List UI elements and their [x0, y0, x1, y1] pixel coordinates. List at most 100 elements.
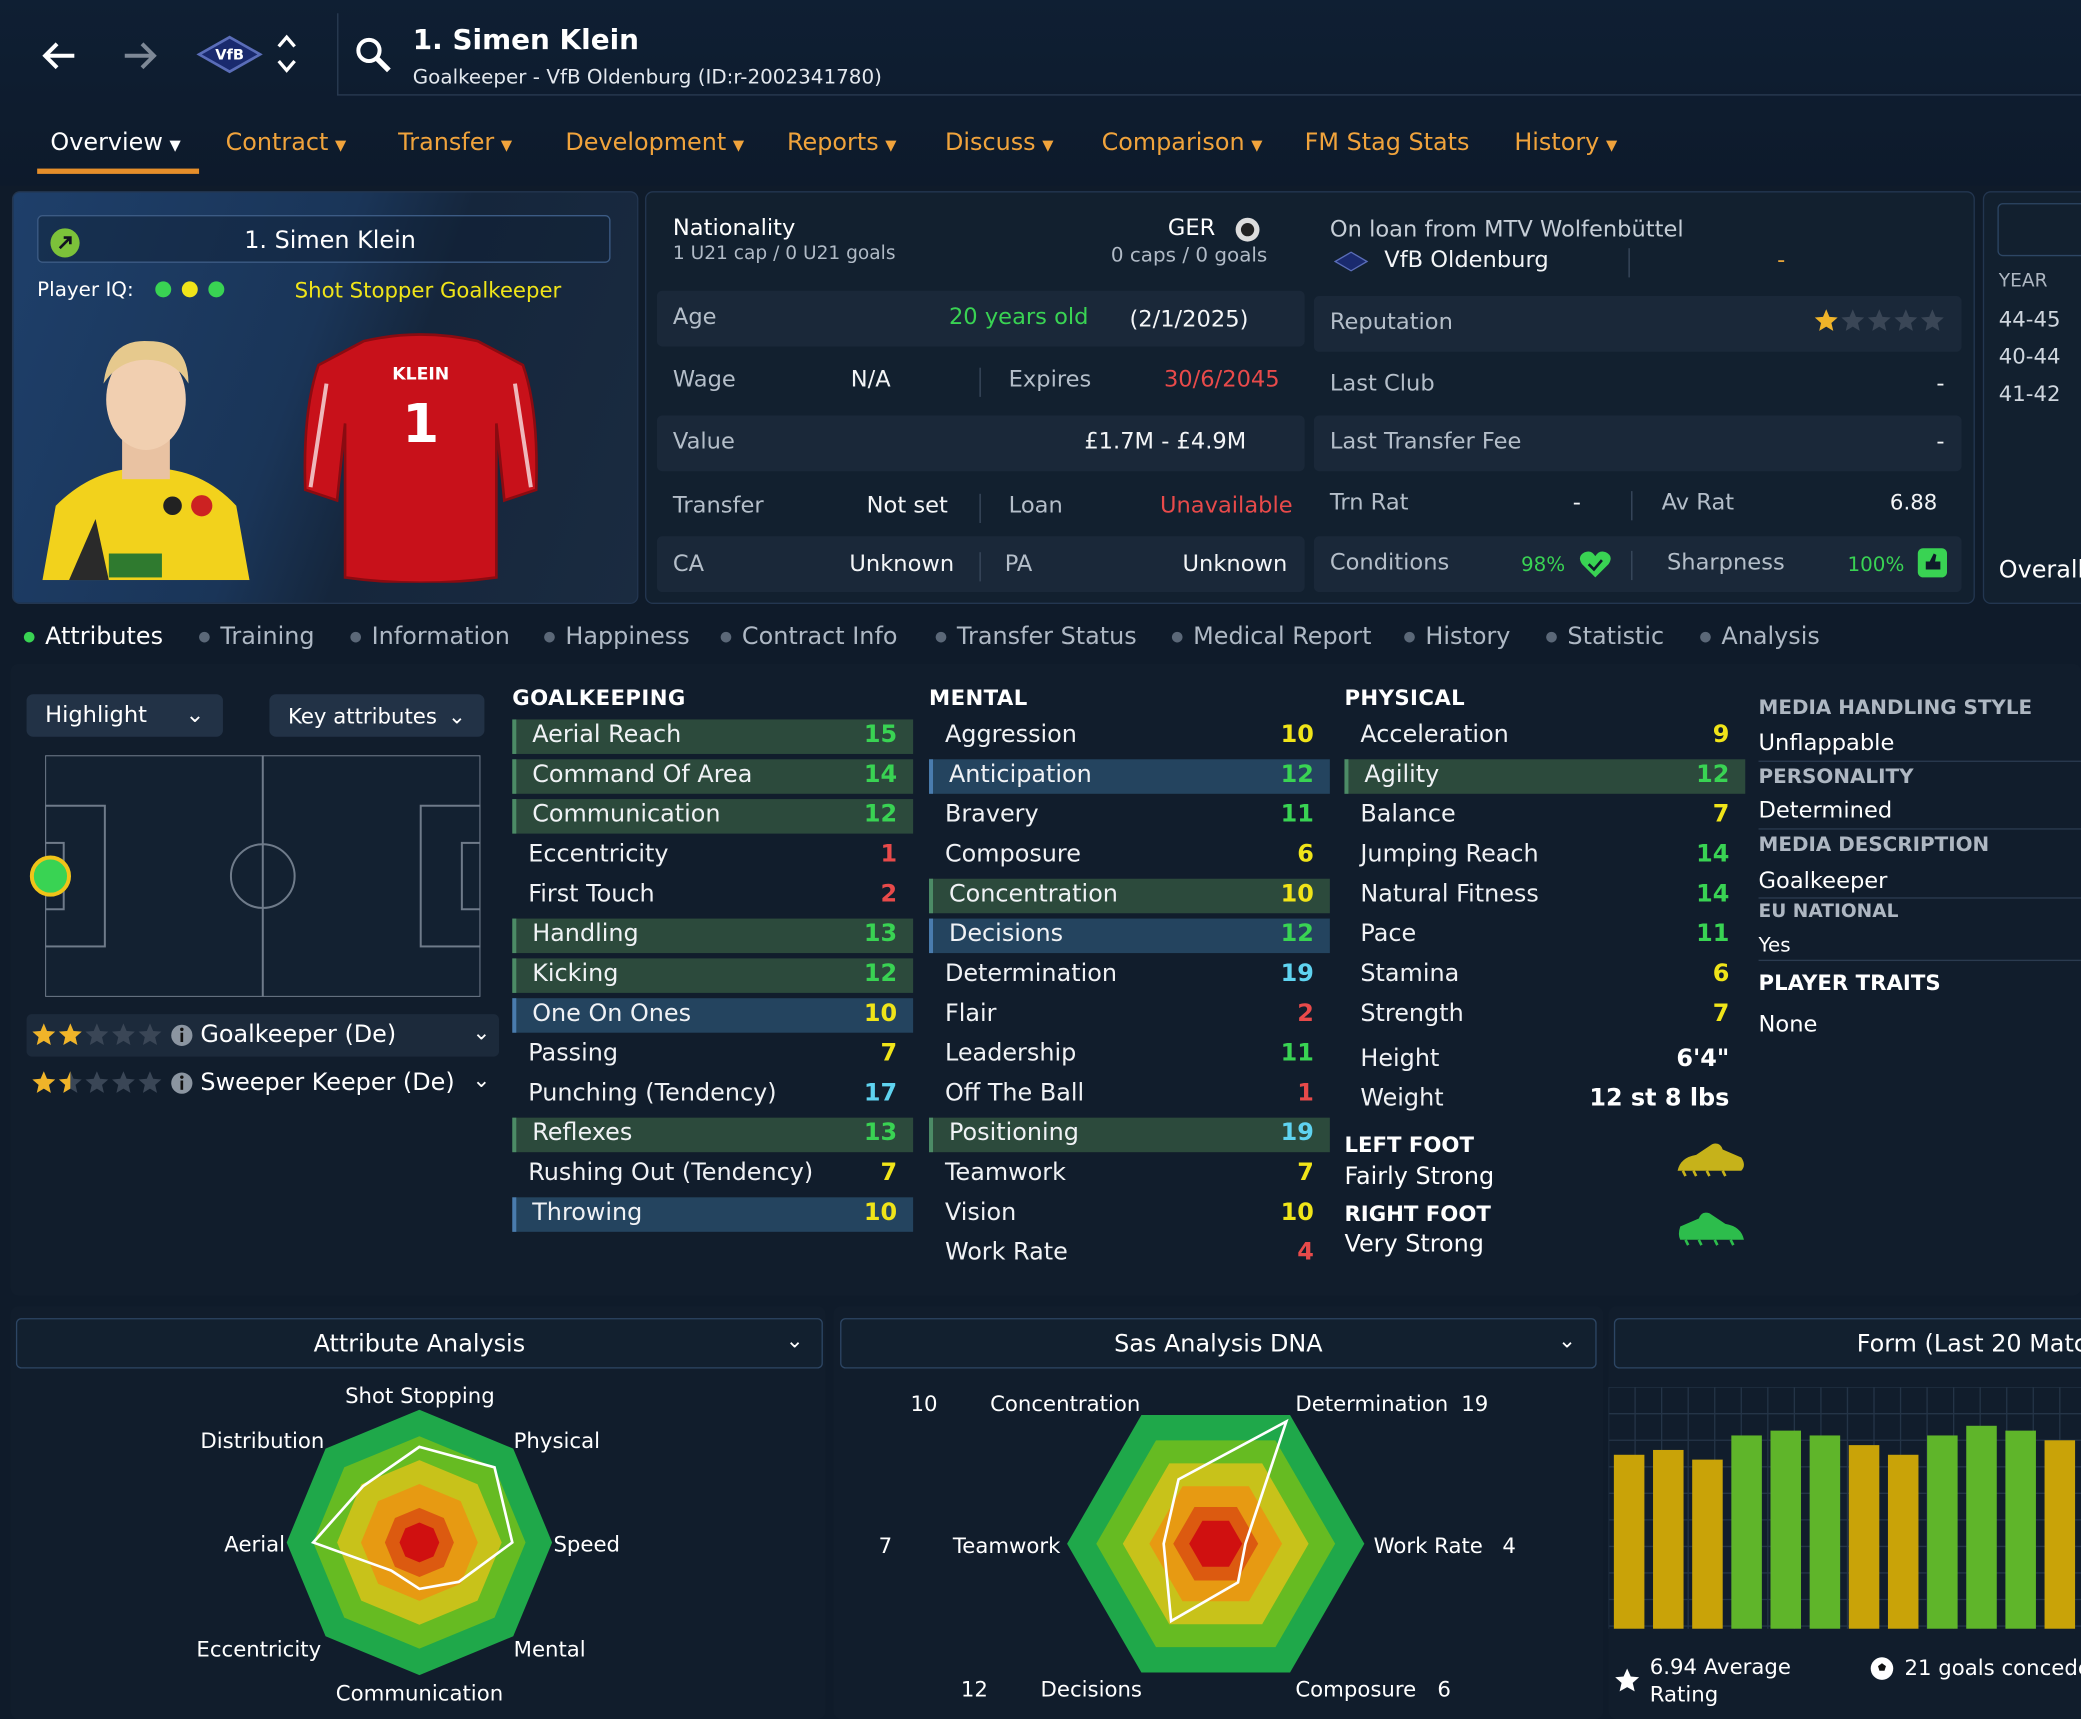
player-iq-dots [154, 279, 231, 304]
club-switch-icon[interactable] [273, 32, 300, 77]
pa-label: PA [1004, 550, 1033, 578]
subtab-history[interactable]: History [1404, 623, 1510, 650]
axis-label: Teamwork [952, 1533, 1061, 1559]
attribute-row[interactable]: Leadership 11 [929, 1038, 1330, 1073]
subtab-contract-info[interactable]: Contract Info [720, 623, 897, 650]
attribute-row[interactable]: Aggression 10 [929, 719, 1330, 754]
attribute-row[interactable]: Agility 12 [1344, 759, 1746, 794]
goalkeeper-position-marker[interactable] [29, 855, 72, 897]
attribute-row[interactable]: Reflexes 13 [512, 1117, 914, 1153]
attribute-name: Jumping Reach [1360, 840, 1539, 869]
chevron-down-icon[interactable]: ⌄ [472, 1019, 491, 1045]
tab-comparison[interactable]: Comparison ▼ [1101, 128, 1263, 157]
transfer-label: Transfer [672, 492, 764, 520]
key-attributes-dropdown[interactable]: Key attributes ⌄ [269, 694, 485, 737]
subtab-analysis[interactable]: Analysis [1700, 623, 1820, 650]
attribute-row[interactable]: Vision 10 [929, 1197, 1330, 1232]
attribute-row[interactable]: Decisions 12 [929, 918, 1330, 954]
attribute-row[interactable]: Natural Fitness 14 [1344, 879, 1745, 914]
attribute-row[interactable]: Punching (Tendency) 17 [512, 1078, 913, 1113]
attribute-row[interactable]: Teamwork 7 [929, 1157, 1330, 1192]
subtab-information[interactable]: Information [350, 623, 510, 650]
attribute-name: Reflexes [532, 1118, 633, 1147]
tab-discuss[interactable]: Discuss ▼ [944, 128, 1054, 157]
subtab-training[interactable]: Training [199, 623, 315, 650]
history-dropdown[interactable] [1997, 203, 2081, 257]
chevron-down-icon[interactable]: ⌄ [472, 1067, 491, 1093]
attribute-row[interactable]: Off The Ball 1 [929, 1078, 1330, 1113]
axis-label: Work Rate [1373, 1533, 1483, 1559]
attribute-row[interactable]: Jumping Reach 14 [1344, 839, 1745, 874]
attribute-row[interactable]: Balance 7 [1344, 799, 1745, 834]
attribute-row[interactable]: Bravery 11 [929, 799, 1330, 834]
attribute-row[interactable]: Kicking 12 [512, 958, 914, 993]
tab-reports[interactable]: Reports ▼ [787, 128, 897, 157]
search-icon[interactable] [353, 35, 393, 80]
tab-history[interactable]: History ▼ [1514, 128, 1618, 157]
subtab-happiness[interactable]: Happiness [544, 623, 690, 650]
forward-arrow-icon[interactable] [114, 29, 167, 82]
subtab-medical-report[interactable]: Medical Report [1171, 623, 1371, 650]
attribute-row[interactable]: Command Of Area 14 [512, 759, 914, 794]
attribute-value: 10 [1280, 720, 1314, 749]
tab-contract[interactable]: Contract ▼ [225, 128, 347, 157]
chevron-down-icon: ⌄ [185, 702, 205, 729]
attribute-value: 6 [1297, 840, 1314, 869]
tab-fm-stag-stats[interactable]: FM Stag Stats [1304, 128, 1470, 157]
attribute-value: 10 [1280, 1198, 1314, 1227]
attribute-row[interactable]: Eccentricity 1 [512, 839, 913, 874]
tab-development[interactable]: Development ▼ [565, 128, 745, 157]
attribute-row[interactable]: Composure 6 [929, 839, 1330, 874]
attribute-row[interactable]: Acceleration 9 [1344, 719, 1745, 754]
attribute-row[interactable]: Aerial Reach 15 [512, 719, 914, 754]
attribute-row[interactable]: Rushing Out (Tendency) 7 [512, 1157, 913, 1192]
attribute-row[interactable]: Positioning 19 [929, 1117, 1330, 1153]
attribute-row[interactable]: Concentration 10 [929, 878, 1330, 914]
u21-caps: 1 U21 cap / 0 U21 goals [672, 242, 896, 265]
chevron-down-icon[interactable]: ⌄ [785, 1327, 804, 1353]
role-name-1: Goalkeeper (De) [200, 1020, 397, 1049]
attribute-row[interactable]: Determination 19 [929, 958, 1330, 993]
tab-transfer[interactable]: Transfer ▼ [398, 128, 513, 157]
attribute-name: Leadership [944, 1039, 1077, 1068]
player-subtitle: Goalkeeper - VfB Oldenburg (ID:r-2002341… [412, 65, 882, 89]
star-empty-icon [1920, 309, 1944, 331]
reputation-stars [1814, 309, 1947, 341]
tab-overview[interactable]: Overview ▼ [50, 128, 181, 157]
subtab-statistic[interactable]: Statistic [1546, 623, 1664, 650]
highlight-dropdown[interactable]: Highlight ⌄ [26, 694, 223, 737]
attribute-value: 2 [1297, 999, 1314, 1028]
sas-dna-dropdown[interactable]: Sas Analysis DNA [840, 1318, 1597, 1369]
year-3: 41-42 [1998, 380, 2061, 407]
attribute-row[interactable]: Anticipation 12 [929, 759, 1330, 794]
attribute-row[interactable]: Work Rate 4 [929, 1237, 1330, 1272]
info-icon[interactable] [170, 1023, 194, 1052]
attribute-row[interactable]: Throwing 10 [512, 1197, 914, 1232]
subtab-attributes[interactable]: Attributes [23, 623, 163, 650]
attribute-row[interactable]: Passing 7 [512, 1038, 913, 1073]
attribute-row[interactable]: Communication 12 [512, 799, 914, 834]
attribute-row[interactable]: Handling 13 [512, 918, 914, 954]
back-arrow-icon[interactable] [32, 29, 85, 82]
info-icon[interactable] [170, 1071, 194, 1100]
sharpness-icon [1917, 548, 1948, 578]
attribute-name: Natural Fitness [1360, 880, 1539, 908]
profile-card: 1. Simen Klein Player IQ: Shot Stopper G… [11, 191, 639, 604]
chevron-down-icon[interactable]: ⌄ [1558, 1327, 1576, 1353]
form-dropdown[interactable]: Form (Last 20 Matc [1613, 1318, 2081, 1369]
attribute-row[interactable]: Pace 11 [1344, 919, 1745, 954]
attribute-name: Handling [532, 919, 639, 948]
trn-rat-label: Trn Rat [1329, 489, 1409, 517]
axis-label: Concentration [990, 1391, 1141, 1417]
subtab-transfer-status[interactable]: Transfer Status [935, 623, 1137, 650]
attribute-analysis-dropdown[interactable]: Attribute Analysis [15, 1318, 823, 1369]
attribute-row[interactable]: One On Ones 10 [512, 998, 914, 1033]
attribute-row[interactable]: Stamina 6 [1344, 958, 1745, 993]
attribute-name: Work Rate [944, 1238, 1068, 1267]
last-club-value: - [1936, 370, 1945, 397]
attribute-row[interactable]: Strength 7 [1344, 998, 1745, 1033]
attribute-row[interactable]: Flair 2 [929, 998, 1330, 1033]
left-boot-icon [1675, 1139, 1747, 1184]
role-row-goalkeeper[interactable] [26, 1014, 500, 1057]
attribute-row[interactable]: First Touch 2 [512, 879, 913, 914]
